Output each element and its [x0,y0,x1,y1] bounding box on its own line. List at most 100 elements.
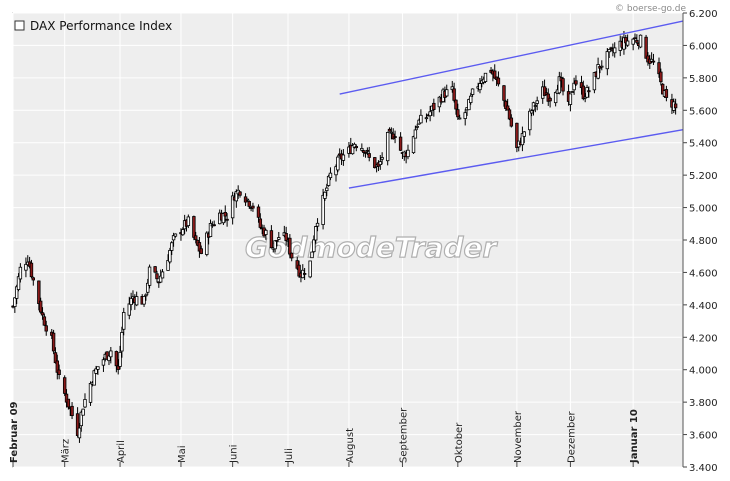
x-tick-label: Januar 10 [629,409,640,464]
y-tick-label: 4.600 [689,268,718,279]
candle-body [609,47,613,50]
candle-body [277,237,281,240]
candle-body [192,216,196,238]
candle-body [81,408,85,416]
candle-body [326,175,331,186]
candle-body [398,136,403,151]
candle-body [31,277,36,281]
candle-body [269,230,274,249]
candle-body [360,148,364,151]
x-tick-label: April [116,440,127,463]
candle-body [230,195,235,219]
candle-body [170,242,174,251]
candle-body [389,131,394,134]
candle-body [14,286,19,299]
candle-body [221,213,226,224]
legend-marker [14,20,25,31]
candle-body [625,40,630,46]
candle-body [522,131,526,137]
candle-body [256,206,261,218]
candle-body [158,275,163,283]
candle-body [660,83,665,95]
candle-body [568,93,573,105]
candle-body [323,191,327,199]
trendline [348,129,684,189]
candle-body [308,260,312,278]
candle-body [592,72,597,91]
candle-body [295,260,299,269]
x-tick-label: Dezember [566,411,577,463]
candle-body [596,64,600,79]
candle-body [146,282,150,293]
trendline [339,20,684,95]
candle-body [572,82,576,91]
candle-body [109,350,113,358]
candle-body [450,86,454,91]
x-tick-label: Oktober [454,422,465,463]
candle-body [101,359,106,366]
candle-body [574,80,578,85]
candle-body [94,368,98,374]
candle-body [452,88,456,101]
candle-body [181,229,185,236]
candle-body [587,90,591,93]
candle-body [507,109,512,120]
watermark: GodmodeTrader [245,231,498,264]
candle-body [153,266,157,273]
candle-body [635,39,639,43]
candle-body [160,271,165,279]
candle-body [456,109,460,118]
candle-body [607,49,611,53]
candle-body [428,111,432,117]
candle-body [134,296,139,306]
candle-body [328,172,333,179]
candle-body [496,77,501,85]
candle-body [66,398,71,408]
x-tick-label: August [345,428,356,463]
candle-body [122,312,126,330]
candle-body [325,187,329,192]
candle-body [107,355,111,362]
y-tick-label: 5.000 [689,204,718,215]
candle-body [535,100,539,104]
candle-body [378,161,383,166]
candle-body [88,383,93,403]
candle-body [419,114,423,124]
candle-body [288,237,292,255]
candle-body [385,132,390,162]
candle-body [380,157,384,160]
candle-body [336,156,340,171]
candle-body [302,273,307,275]
candle-body [62,377,67,394]
candle-body [297,264,301,277]
candle-body [24,263,28,271]
candle-body [238,191,242,196]
candle-body [258,218,263,228]
y-tick-label: 3.600 [689,431,718,442]
candle-body [548,97,552,102]
x-tick-label: Juni [229,445,240,464]
candle-body [445,89,449,97]
candle-body [334,166,338,176]
candle-body [264,229,268,235]
candle-body [528,110,532,131]
candle-body [651,60,656,63]
candle-body [365,149,370,152]
candle-body [411,136,416,154]
candle-body [470,88,475,95]
candle-body [57,369,61,375]
candle-body [186,216,191,227]
candle-body [321,194,325,225]
candle-body [633,37,637,40]
candle-body [251,205,255,209]
candle-body [505,105,510,111]
x-tick-label: November [513,410,524,463]
x-tick-label: Mai [177,445,188,463]
candle-body [570,91,574,93]
y-tick-label: 4.000 [689,366,718,377]
candle-body [457,117,462,120]
candle-body [542,86,547,96]
candle-body [520,133,525,146]
